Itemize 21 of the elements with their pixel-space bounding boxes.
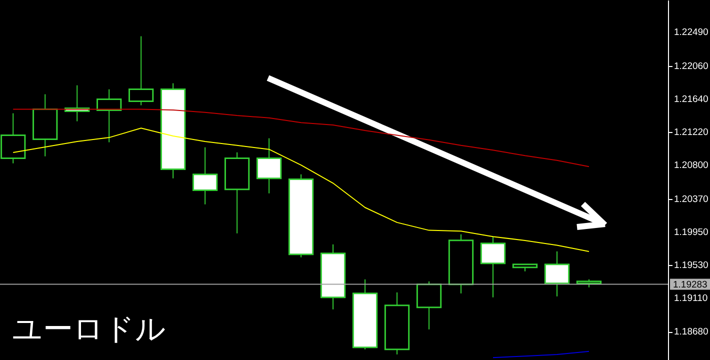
y-tick-label: 1.19950 — [674, 226, 708, 238]
line-series — [492, 350, 590, 358]
y-tick-label: 1.18680 — [674, 326, 708, 338]
candlestick — [416, 280, 442, 330]
candlestick — [128, 36, 154, 106]
y-tick-label: 1.21220 — [674, 127, 708, 138]
y-tick-label: 1.19530 — [674, 260, 708, 271]
line-series — [12, 108, 590, 168]
y-tick-label: 1.19110 — [674, 292, 708, 304]
candlestick — [96, 88, 122, 143]
y-tick-label: 1.20800 — [674, 160, 708, 172]
candlestick — [480, 236, 506, 298]
candlestick — [192, 146, 218, 205]
ref-line-label: 1.19283 — [673, 279, 708, 290]
y-tick-label: 1.22060 — [674, 61, 708, 72]
y-tick-label: 1.21640 — [674, 94, 708, 106]
candlestick — [544, 250, 570, 297]
text: ユーロドル — [12, 312, 166, 347]
y-tick-label: 1.20370 — [674, 194, 708, 205]
y-tick-label: 1.22490 — [674, 27, 708, 38]
candlestick — [256, 138, 282, 194]
